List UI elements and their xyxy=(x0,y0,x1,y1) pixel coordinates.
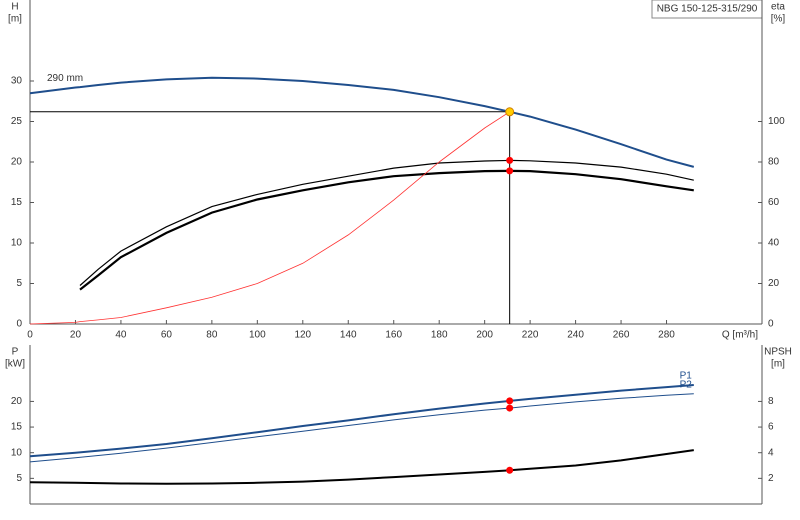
x-tick-label: 160 xyxy=(385,330,402,341)
chart-title: NBG 150-125-315/290 xyxy=(657,4,758,15)
y2-tick-label: 2 xyxy=(768,473,774,484)
y-tick-label: 20 xyxy=(11,396,23,407)
x-tick-label: 180 xyxy=(431,330,448,341)
series-line xyxy=(29,384,694,458)
x-axis-label: Q [m³/h] xyxy=(722,330,758,341)
x-tick-label: 240 xyxy=(567,330,584,341)
y-tick-label: 25 xyxy=(11,116,23,127)
x-tick-label: 80 xyxy=(206,330,218,341)
y-axis-label: P xyxy=(12,347,19,358)
y2-axis-unit: [%] xyxy=(771,14,786,25)
x-tick-label: 40 xyxy=(115,330,127,341)
x-tick-label: 260 xyxy=(613,330,630,341)
duty-point xyxy=(505,107,515,117)
y2-axis-label: NPSH xyxy=(764,347,792,358)
series-label: 290 mm xyxy=(47,73,83,84)
operating-marker xyxy=(506,167,514,175)
series-line xyxy=(29,111,510,325)
series-line xyxy=(29,449,694,485)
y-tick-label: 30 xyxy=(11,76,23,87)
y2-tick-label: 40 xyxy=(768,238,780,249)
operating-marker xyxy=(506,404,514,412)
x-tick-label: 60 xyxy=(161,330,173,341)
y-tick-label: 20 xyxy=(11,157,23,168)
x-tick-label: 140 xyxy=(340,330,357,341)
x-tick-label: 220 xyxy=(522,330,539,341)
y-axis-label: H xyxy=(11,2,18,13)
y-tick-label: 5 xyxy=(16,473,22,484)
series-line xyxy=(79,169,694,291)
y2-tick-label: 100 xyxy=(768,116,785,127)
x-tick-label: 280 xyxy=(658,330,675,341)
y-axis-unit: [m] xyxy=(8,14,22,25)
y-tick-label: 0 xyxy=(16,319,22,330)
series-line xyxy=(29,393,694,463)
operating-marker xyxy=(506,466,514,474)
x-tick-label: 200 xyxy=(476,330,493,341)
y-tick-label: 10 xyxy=(11,238,23,249)
y2-tick-label: 8 xyxy=(768,396,774,407)
operating-marker xyxy=(506,397,514,405)
y2-axis-unit: [m] xyxy=(771,359,785,370)
y2-tick-label: 60 xyxy=(768,197,780,208)
x-tick-label: 120 xyxy=(294,330,311,341)
y-tick-label: 15 xyxy=(11,197,23,208)
x-tick-label: 20 xyxy=(70,330,82,341)
y2-tick-label: 4 xyxy=(768,447,774,458)
x-tick-label: 0 xyxy=(27,330,33,341)
y2-tick-label: 80 xyxy=(768,157,780,168)
series-line xyxy=(79,159,694,286)
y-tick-label: 10 xyxy=(11,447,23,458)
operating-marker xyxy=(506,156,514,164)
series-label: P1 xyxy=(680,371,693,382)
series-label: P2 xyxy=(680,379,693,390)
y-axis-unit: [kW] xyxy=(5,359,25,370)
y2-tick-label: 0 xyxy=(768,319,774,330)
y2-tick-label: 20 xyxy=(768,278,780,289)
series-line xyxy=(29,76,695,168)
y2-tick-label: 6 xyxy=(768,422,774,433)
x-tick-label: 100 xyxy=(249,330,266,341)
y-tick-label: 15 xyxy=(11,422,23,433)
y-tick-label: 5 xyxy=(16,278,22,289)
y2-axis-label: eta xyxy=(771,2,785,13)
